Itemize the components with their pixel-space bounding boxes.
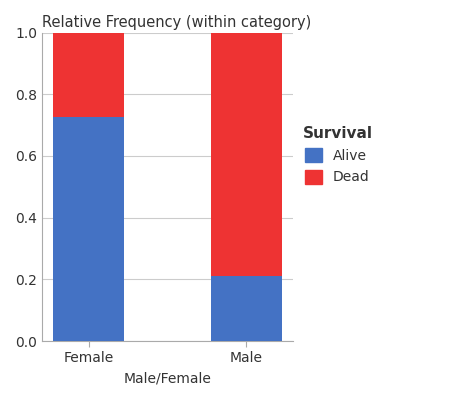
- X-axis label: Male/Female: Male/Female: [124, 371, 211, 385]
- Bar: [211, 32, 282, 276]
- Text: Relative Frequency (within category): Relative Frequency (within category): [42, 15, 311, 30]
- Legend: Alive, Dead: Alive, Dead: [302, 126, 373, 184]
- Bar: [211, 276, 282, 341]
- Bar: [53, 32, 124, 117]
- Bar: [53, 117, 124, 341]
